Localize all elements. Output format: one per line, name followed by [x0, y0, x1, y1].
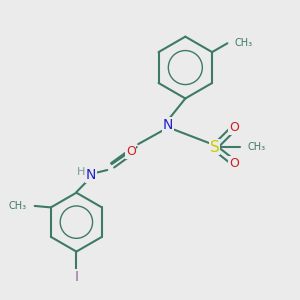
Text: CH₃: CH₃ [235, 38, 253, 48]
Text: O: O [229, 122, 239, 134]
Text: I: I [74, 270, 78, 283]
Text: O: O [229, 157, 239, 170]
Text: N: N [163, 118, 173, 132]
Text: CH₃: CH₃ [247, 142, 265, 152]
Text: S: S [210, 140, 220, 154]
Text: H: H [76, 167, 85, 177]
Text: N: N [86, 168, 96, 182]
Text: CH₃: CH₃ [8, 201, 26, 211]
Text: O: O [126, 145, 136, 158]
